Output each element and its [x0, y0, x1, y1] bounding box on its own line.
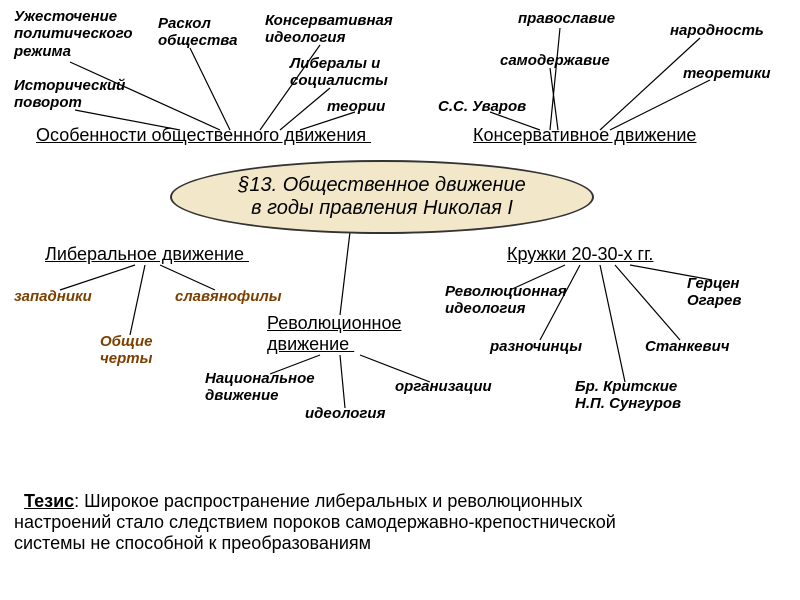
node-teoretiki: теоретики: [683, 65, 771, 82]
central-title-line2: в годы правления Николая I: [251, 197, 513, 220]
node-osobennosti: Особенности общественного движения: [36, 125, 371, 146]
node-gertsen: Герцен Огарев: [687, 275, 741, 310]
node-konserv_dv: Консервативное движение: [473, 125, 696, 146]
node-raznochincy: разночинцы: [490, 338, 582, 355]
node-zapadniki: западники: [14, 288, 92, 305]
thesis-block: Тезис: Широкое распространение либеральн…: [14, 470, 616, 554]
node-revol_dv: Революционное движение: [267, 313, 401, 354]
node-ideologiya: идеология: [305, 405, 385, 422]
central-topic-ellipse: §13. Общественное движение в годы правле…: [170, 160, 594, 234]
node-istor: Исторический поворот: [14, 77, 125, 112]
node-kruzhki: Кружки 20-30-х гг.: [507, 244, 653, 265]
node-organizacii: организации: [395, 378, 492, 395]
node-uvarov: С.С. Уваров: [438, 98, 526, 115]
node-liberaly: Либералы и социалисты: [290, 55, 388, 90]
node-raskol: Раскол общества: [158, 15, 238, 50]
node-samoderzh: самодержавие: [500, 52, 610, 69]
node-obsh_cherty: Общие черты: [100, 333, 153, 368]
node-revol_ideol: Революционная идеология: [445, 283, 567, 318]
thesis-label: Тезис: [24, 491, 74, 511]
node-pravoslavie: православие: [518, 10, 615, 27]
node-liberal_dv: Либеральное движение: [45, 244, 249, 265]
thesis-text: : Широкое распространение либеральных и …: [14, 491, 616, 553]
node-uzhest: Ужесточение политического режима: [14, 8, 133, 60]
central-title-line1: §13. Общественное движение: [238, 174, 526, 197]
node-konserv_ideol: Консервативная идеология: [265, 12, 393, 47]
node-kritskie: Бр. Критские Н.П. Сунгуров: [575, 378, 681, 413]
node-nats_dv: Национальное движение: [205, 370, 315, 405]
node-stankevich: Станкевич: [645, 338, 730, 355]
node-teorii: теории: [327, 98, 385, 115]
node-slavyan: славянофилы: [175, 288, 282, 305]
node-narodnost: народность: [670, 22, 764, 39]
